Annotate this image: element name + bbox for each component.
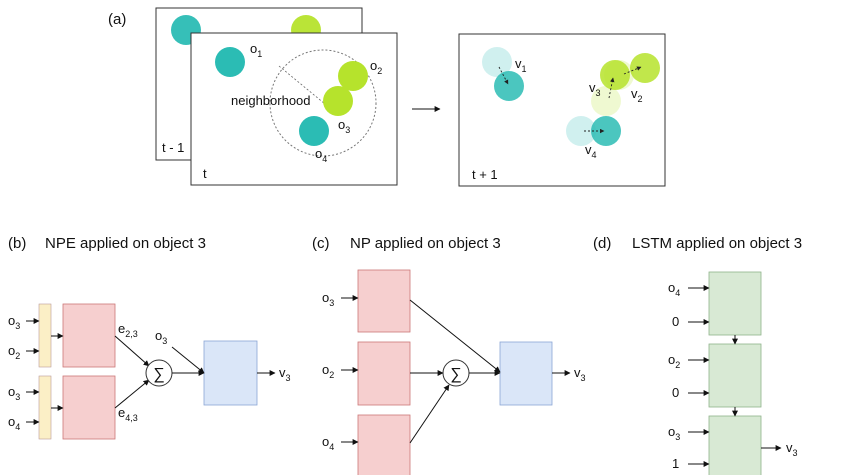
- next-circle-o3: [600, 60, 630, 90]
- object-circle-o1: [215, 47, 245, 77]
- arrow-b-self: [171, 346, 205, 374]
- output-b: v3: [279, 365, 291, 383]
- label-v1: v1: [515, 56, 527, 74]
- next-circle-o4: [591, 116, 621, 146]
- concat-bar-1: [38, 303, 52, 368]
- decoder-c: [499, 341, 553, 406]
- ghost-circle-o1: [482, 47, 512, 77]
- frame-t-label: t: [203, 166, 207, 181]
- velocity-arrow-v3: [608, 77, 615, 99]
- frame-t-plus-1: [458, 33, 666, 187]
- next-circle-o2: [630, 53, 660, 83]
- sum-symbol-b: ∑: [153, 366, 164, 383]
- panel-d: (d) LSTM applied on object 3 o4 0 o2 0 o…: [593, 235, 802, 475]
- concat-bar-2: [38, 375, 52, 440]
- object-circle-o3: [323, 86, 353, 116]
- frame-t-minus-1-label: t - 1: [162, 140, 184, 155]
- encoder-c-1: [357, 269, 411, 333]
- input-d-3-value: 1: [672, 456, 679, 471]
- velocity-arrow-v2: [623, 66, 642, 75]
- input-d-1: o4: [668, 280, 680, 298]
- input-c-3: o4: [322, 434, 334, 452]
- decoder-b: [203, 340, 258, 406]
- object-circle-o2: [338, 61, 368, 91]
- label-o4: o4: [315, 146, 327, 164]
- sum-symbol-c: ∑: [450, 366, 461, 383]
- pairwise-encoder-2: [62, 375, 116, 440]
- input-b-3: o3: [8, 384, 20, 402]
- label-v4: v4: [585, 142, 597, 160]
- label-o2: o2: [370, 58, 382, 76]
- input-d-2: o2: [668, 352, 680, 370]
- output-d: v3: [786, 440, 798, 458]
- input-c-2: o2: [322, 362, 334, 380]
- neighborhood-radius: [278, 65, 326, 105]
- next-circle-o1: [494, 71, 524, 101]
- lstm-cell-1: [708, 271, 762, 336]
- ghost-circle-o3: [591, 86, 621, 116]
- panel-b-title: NPE applied on object 3: [45, 235, 206, 252]
- label-o3: o3: [338, 117, 350, 135]
- frame-t-plus-1-label: t + 1: [472, 167, 498, 182]
- panel-c: (c) NP applied on object 3 o3 o2 o4 ∑ v3: [312, 235, 586, 475]
- encoder-c-2: [357, 341, 411, 406]
- input-d-1-value: 0: [672, 314, 679, 329]
- self-input-b: o3: [155, 328, 167, 346]
- encoder-c-3: [357, 414, 411, 475]
- lstm-cell-2: [708, 343, 762, 408]
- neighborhood-circle: [269, 49, 377, 157]
- panel-d-title: LSTM applied on object 3: [632, 235, 802, 252]
- arrow-b-e23: [114, 335, 150, 367]
- ghost-circle-o4: [566, 116, 596, 146]
- panel-d-tag: (d): [593, 235, 611, 252]
- edge-label-e23: e2,3: [118, 321, 138, 339]
- panel-b: (b) NPE applied on object 3 o3 o2 o3 o4 …: [8, 235, 291, 440]
- pairwise-encoder-1: [62, 303, 116, 368]
- panel-a: (a) t - 1 o1 o2 o3 o4 neighborhood t: [108, 7, 666, 187]
- panel-c-title: NP applied on object 3: [350, 235, 501, 252]
- panel-c-tag: (c): [312, 235, 330, 252]
- lstm-cell-3: [708, 415, 762, 475]
- neighborhood-label: neighborhood: [231, 93, 311, 108]
- input-b-4: o4: [8, 414, 20, 432]
- input-c-1: o3: [322, 290, 334, 308]
- object-circle-o4: [299, 116, 329, 146]
- label-v2: v2: [631, 86, 643, 104]
- label-v3: v3: [589, 80, 601, 98]
- input-d-3: o3: [668, 424, 680, 442]
- input-b-1: o3: [8, 313, 20, 331]
- edge-label-e43: e4,3: [118, 405, 138, 423]
- label-o1: o1: [250, 41, 262, 59]
- panel-a-tag: (a): [108, 11, 126, 28]
- velocity-arrow-v1: [498, 66, 509, 85]
- arrow-c-enc3: [409, 384, 450, 444]
- input-b-2: o2: [8, 343, 20, 361]
- input-d-2-value: 0: [672, 385, 679, 400]
- arrow-c-self: [409, 299, 501, 373]
- arrow-b-e43: [114, 379, 150, 409]
- output-c: v3: [574, 365, 586, 383]
- panel-b-tag: (b): [8, 235, 26, 252]
